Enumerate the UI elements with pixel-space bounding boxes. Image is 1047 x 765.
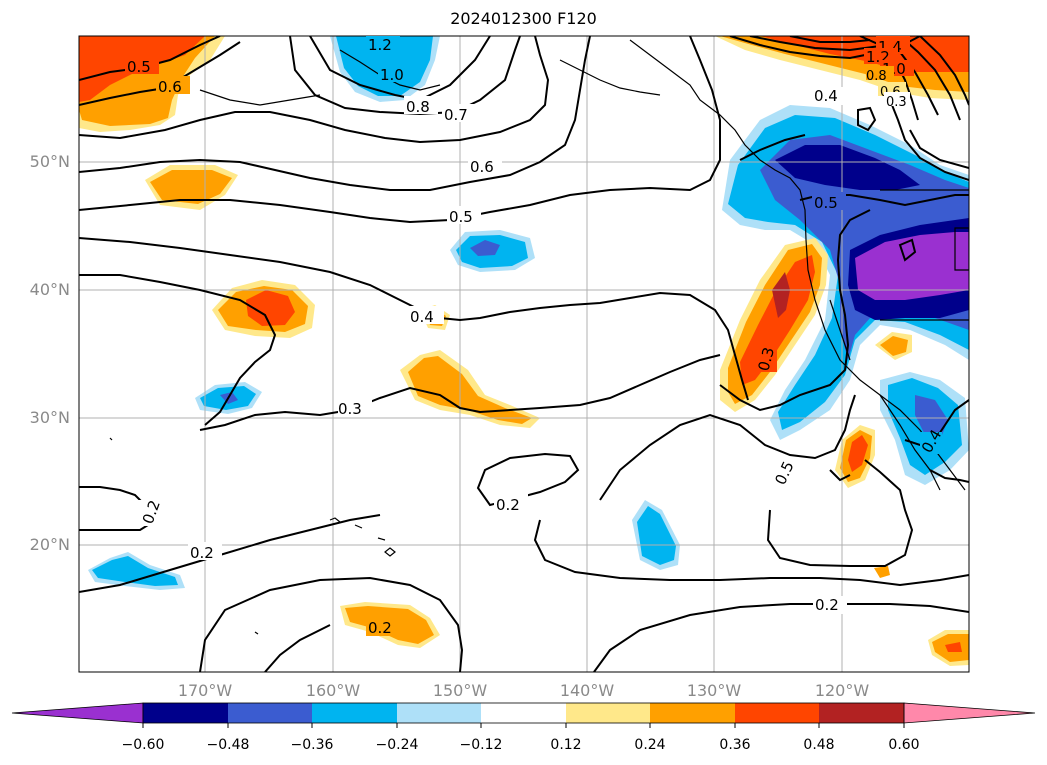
lon-label: 150°W <box>432 681 488 700</box>
anomaly-patch <box>945 642 962 652</box>
lon-label: 140°W <box>559 681 615 700</box>
colorbar-tick-label: 0.24 <box>634 737 666 753</box>
colorbar-tick-label: −0.12 <box>459 737 503 753</box>
contour-label: 0.2 <box>190 544 214 562</box>
anomaly-patch <box>150 170 232 204</box>
contour-label: 0.3 <box>338 400 362 418</box>
colorbar-bin <box>312 703 397 723</box>
colorbar-tick-label: 0.36 <box>719 737 751 753</box>
contour-label: 0.3 <box>886 95 907 110</box>
colorbar-tick-label: −0.36 <box>290 737 334 753</box>
contour-label: 0.4 <box>814 87 838 105</box>
contour-label: 0.8 <box>866 69 887 84</box>
contour-label: 0.6 <box>470 158 494 176</box>
lon-label: 130°W <box>686 681 742 700</box>
lat-label: 30°N <box>29 408 70 427</box>
anomaly-patch <box>874 566 890 578</box>
contour-label: 1.2 <box>368 36 392 54</box>
contour-label: 0.5 <box>127 58 151 76</box>
contour-label-group: 0.5 0.6 1.2 1.0 0.8 0.7 1.4 1.2 1.0 0.8 … <box>125 36 945 637</box>
contour-label: 0.4 <box>410 308 434 326</box>
map-title: 2024012300 F120 <box>450 9 597 28</box>
contour-label: 0.8 <box>406 98 430 116</box>
colorbar-extend-low <box>11 702 144 724</box>
colorbar-tick-label: 0.48 <box>803 737 835 753</box>
colorbar <box>11 702 1036 728</box>
anomaly-patch <box>855 232 969 300</box>
colorbar-tick-label: 0.12 <box>550 737 582 753</box>
colorbar-tick-label: −0.48 <box>206 737 250 753</box>
anomaly-patch <box>848 435 868 472</box>
contour-label: 0.6 <box>158 78 182 96</box>
colorbar-bin <box>566 703 650 723</box>
colorbar-tick-label: −0.24 <box>375 737 419 753</box>
colorbar-extend-high <box>903 702 1036 724</box>
colorbar-bin <box>143 703 228 723</box>
colorbar-bin <box>650 703 735 723</box>
anomaly-patch <box>470 240 500 256</box>
colorbar-bin <box>397 703 481 723</box>
anomaly-patch <box>92 556 178 586</box>
shaded-field <box>79 36 969 666</box>
lon-label: 160°W <box>305 681 361 700</box>
lon-label: 170°W <box>177 681 233 700</box>
lat-label: 20°N <box>29 535 70 554</box>
contour-label: 0.2 <box>496 496 520 514</box>
anomaly-patch <box>408 356 532 424</box>
colorbar-bin <box>228 703 312 723</box>
contour-label: 0.5 <box>449 208 473 226</box>
contour-label: 1.0 <box>380 66 404 84</box>
anomaly-patch <box>775 145 920 190</box>
contour-label: 0.5 <box>814 194 838 212</box>
gridlines <box>79 36 969 672</box>
lat-label: 40°N <box>29 280 70 299</box>
map-frame <box>78 35 970 673</box>
contour-label: 0.2 <box>815 596 839 614</box>
colorbar-bin <box>819 703 904 723</box>
colorbar-bin <box>735 703 819 723</box>
colorbar-bin <box>481 703 566 723</box>
lon-label: 120°W <box>814 681 870 700</box>
contour-label: 0.3 <box>754 345 778 373</box>
lat-label: 50°N <box>29 152 70 171</box>
anomaly-patch <box>772 272 790 318</box>
coastlines <box>109 39 969 635</box>
contour-label: 0.7 <box>444 106 468 124</box>
contour-label: 0.2 <box>368 619 392 637</box>
anomaly-patch <box>880 336 908 356</box>
colorbar-tick-label: −0.60 <box>121 737 165 753</box>
anomaly-patch <box>637 506 676 565</box>
colorbar-tick-label: 0.60 <box>888 737 920 753</box>
anomaly-patch <box>246 290 295 326</box>
